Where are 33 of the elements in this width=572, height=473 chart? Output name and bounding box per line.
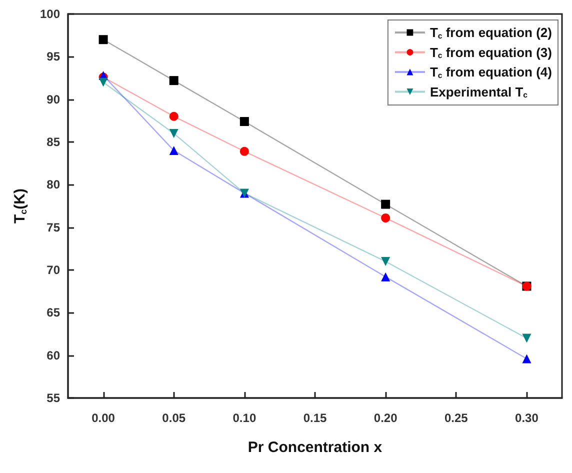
point [381, 272, 390, 282]
y-axis-title: Tc(K) [11, 188, 28, 224]
y-tick-label: 95 [46, 50, 60, 64]
y-tick-label: 80 [46, 178, 60, 192]
point [522, 334, 532, 343]
point [522, 354, 532, 364]
y-tick-label: 65 [46, 306, 60, 320]
x-tick-label: 0.10 [232, 411, 256, 425]
point [381, 213, 390, 222]
point [169, 76, 178, 86]
y-tick-label: 90 [46, 92, 60, 106]
x-tick-label: 0.25 [444, 411, 468, 425]
y-tick-label: 75 [46, 220, 60, 234]
y-tick-label: 70 [46, 263, 60, 277]
point [169, 128, 178, 138]
point [169, 112, 178, 121]
point [169, 146, 178, 156]
x-tick-label: 0.30 [515, 411, 539, 425]
point [240, 117, 249, 126]
point [240, 146, 249, 156]
y-tick-label: 85 [46, 135, 60, 149]
x-axis-title: Pr Concentration x [248, 439, 383, 456]
point [381, 200, 390, 209]
x-tick-label: 0.15 [303, 411, 327, 425]
point [98, 78, 108, 87]
y-tick-label: 100 [40, 7, 60, 21]
point [381, 256, 390, 266]
x-tick-label: 0.20 [374, 411, 398, 425]
x-tick-label: 0.00 [92, 411, 116, 425]
y-tick-label: 55 [46, 391, 60, 405]
point [98, 35, 108, 44]
x-tick-label: 0.05 [162, 411, 186, 425]
y-tick-label: 60 [46, 348, 60, 362]
